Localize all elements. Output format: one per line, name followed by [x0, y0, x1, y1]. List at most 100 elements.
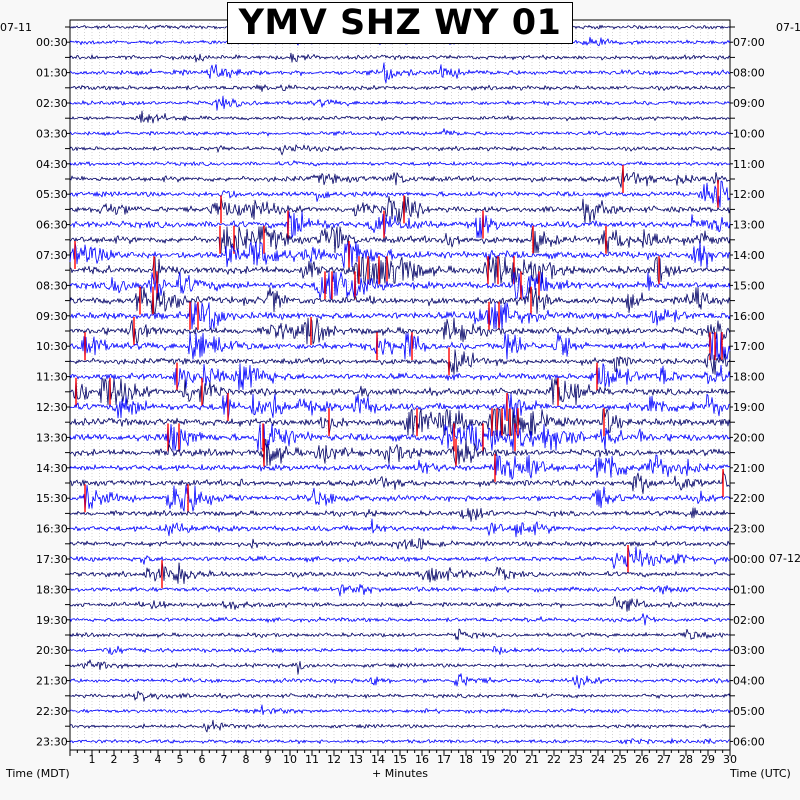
trace-row	[69, 128, 731, 137]
left-time-label: 07:30	[36, 249, 68, 262]
trace-row	[69, 628, 731, 641]
x-tick-label: 20	[503, 753, 517, 766]
trace-row	[69, 704, 731, 715]
x-tick-label: 12	[327, 753, 341, 766]
x-tick-label: 29	[701, 753, 715, 766]
trace-row	[69, 196, 731, 223]
right-time-label: 21:00	[733, 462, 765, 475]
right-date-label: 07-11	[776, 21, 800, 34]
x-tick-labels: 1 2 3 4 5 6 7 8 9 10 11 12 13 14 15 16 17 18 19 20 21 22 23 24 2…	[89, 753, 738, 766]
trace-row	[69, 272, 731, 299]
trace-row	[69, 84, 731, 92]
right-time-label: 19:00	[733, 401, 765, 414]
trace-row	[69, 613, 731, 626]
right-rollover-date-label: 07-12	[769, 552, 800, 565]
trace-row	[69, 349, 731, 375]
trace-row	[69, 393, 731, 421]
trace-row	[69, 62, 731, 84]
right-time-label: 09:00	[733, 97, 765, 110]
left-time-label: 16:30	[36, 523, 68, 536]
x-tick-label: 1	[89, 753, 96, 766]
left-time-label: 12:30	[36, 401, 68, 414]
right-time-label: 03:00	[733, 644, 765, 657]
x-tick-label: 30	[723, 753, 737, 766]
trace-row	[69, 439, 731, 466]
right-time-label: 14:00	[733, 249, 765, 262]
left-time-label: 19:30	[36, 614, 68, 627]
right-time-label: 17:00	[733, 340, 765, 353]
trace-row	[69, 52, 731, 63]
left-time-label: 11:30	[36, 371, 68, 384]
trace-row	[69, 144, 731, 156]
left-time-label: 18:30	[36, 583, 68, 596]
x-tick-label: 5	[177, 753, 184, 766]
right-time-label: 02:00	[733, 614, 765, 627]
traces	[69, 20, 731, 745]
trace-row	[69, 560, 731, 585]
trace-row	[69, 484, 731, 512]
x-tick-label: 21	[525, 753, 539, 766]
x-tick-label: 14	[371, 753, 385, 766]
x-tick-label: 8	[243, 753, 250, 766]
left-date-label: 07-11	[0, 21, 32, 34]
left-time-label: 00:30	[36, 36, 68, 49]
trace-row	[69, 241, 731, 269]
trace-row	[69, 518, 731, 538]
right-time-label: 22:00	[733, 492, 765, 505]
right-time-label: 06:00	[733, 735, 765, 748]
trace-row	[69, 596, 731, 612]
chart-title: YMV SHZ WY 01	[238, 3, 562, 43]
left-axis-title: Time (MDT)	[6, 767, 70, 780]
left-time-label: 05:30	[36, 188, 68, 201]
x-tick-label: 23	[569, 753, 583, 766]
trace-row	[69, 160, 731, 167]
left-time-label: 17:30	[36, 553, 68, 566]
x-tick-label: 27	[657, 753, 671, 766]
left-time-label: 04:30	[36, 158, 68, 171]
title-box: YMV SHZ WY 01	[227, 2, 573, 44]
trace-row	[69, 454, 731, 480]
trace-row	[69, 738, 731, 745]
trace-row	[69, 226, 731, 254]
x-tick-label: 4	[155, 753, 162, 766]
left-time-label: 10:30	[36, 340, 68, 353]
x-tick-label: 6	[199, 753, 206, 766]
right-time-label: 16:00	[733, 310, 765, 323]
x-tick-label: 7	[221, 753, 228, 766]
trace-row	[69, 645, 731, 655]
right-time-label: 04:00	[733, 675, 765, 688]
right-axis-title: Time (UTC)	[730, 767, 791, 780]
left-time-label: 13:30	[36, 431, 68, 444]
x-tick-label: 17	[437, 753, 451, 766]
left-time-label: 22:30	[36, 705, 68, 718]
right-time-label: 15:00	[733, 279, 765, 292]
trace-row	[69, 583, 731, 597]
x-tick-label: 26	[635, 753, 649, 766]
left-time-label: 23:30	[36, 735, 68, 748]
trace-row	[69, 719, 731, 733]
right-time-label: 12:00	[733, 188, 765, 201]
axis-ticks	[65, 26, 735, 756]
right-time-label: 23:00	[733, 523, 765, 536]
right-time-label: 18:00	[733, 371, 765, 384]
left-time-label: 20:30	[36, 644, 68, 657]
x-tick-label: 25	[613, 753, 627, 766]
trace-row	[69, 211, 731, 238]
x-tick-label: 10	[283, 753, 297, 766]
x-axis-title: + Minutes	[372, 767, 429, 780]
trace-row	[69, 378, 731, 406]
x-tick-label: 16	[415, 753, 429, 766]
trace-row	[69, 659, 731, 675]
x-tick-label: 18	[459, 753, 473, 766]
right-time-label: 08:00	[733, 67, 765, 80]
right-time-label: 01:00	[733, 583, 765, 596]
left-time-label: 21:30	[36, 675, 68, 688]
trace-row	[69, 180, 731, 208]
left-time-label: 06:30	[36, 219, 68, 232]
left-time-label: 08:30	[36, 279, 68, 292]
trace-row	[69, 545, 731, 569]
left-time-label: 02:30	[36, 97, 68, 110]
x-tick-label: 2	[111, 753, 118, 766]
right-time-label: 00:00	[733, 553, 765, 566]
